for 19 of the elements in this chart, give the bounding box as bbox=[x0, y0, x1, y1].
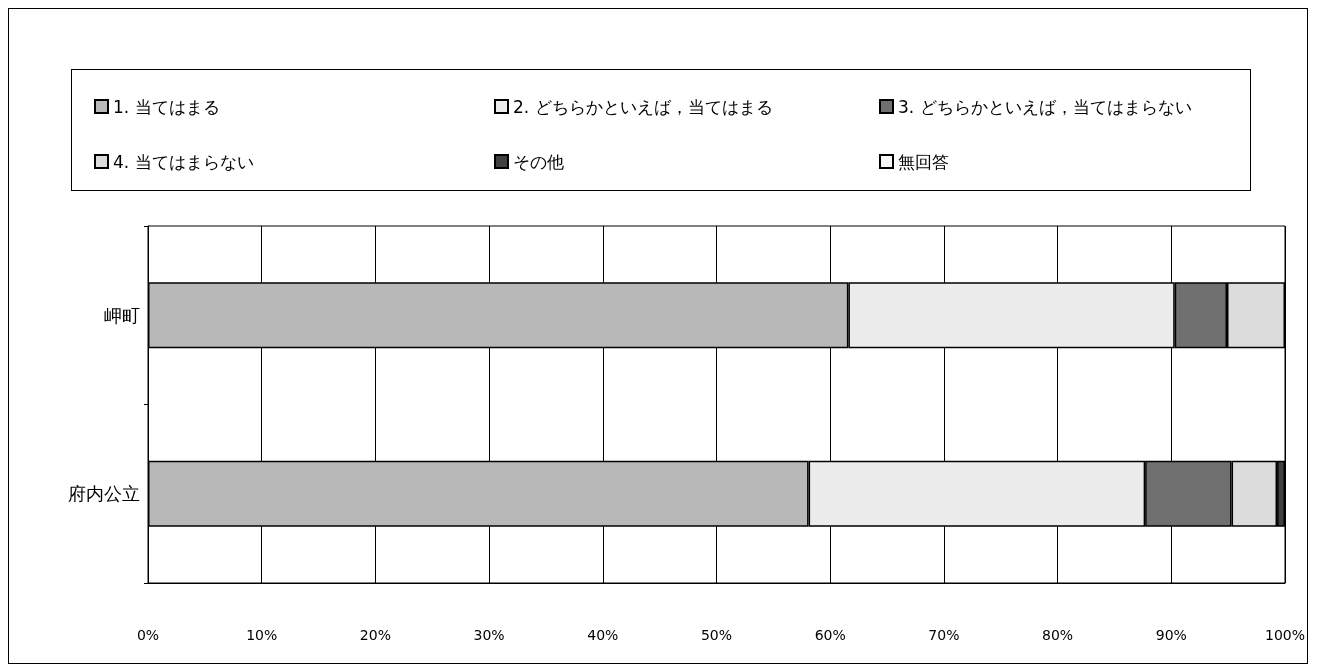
legend-label: 無回答 bbox=[898, 151, 949, 172]
legend-label: 4. 当てはまらない bbox=[113, 151, 254, 172]
x-tick-label: 100% bbox=[1264, 627, 1306, 643]
x-tick-label: 30% bbox=[473, 627, 505, 643]
x-tick-label: 10% bbox=[246, 627, 278, 643]
x-tick-label: 0% bbox=[136, 627, 160, 643]
x-tick-label: 40% bbox=[587, 627, 619, 643]
legend-label: 2. どちらかといえば，当てはまる bbox=[513, 96, 773, 117]
x-tick-label: 50% bbox=[700, 627, 733, 643]
x-tick-label: 80% bbox=[1042, 627, 1074, 643]
x-tick-label: 70% bbox=[928, 627, 960, 643]
legend-label: 3. どちらかといえば，当てはまらない bbox=[898, 96, 1192, 117]
y-tick-label: 岬町 bbox=[104, 304, 140, 326]
legend-label: 1. 当てはまる bbox=[113, 96, 220, 117]
y-tick-label: 府内公立 bbox=[68, 483, 140, 505]
x-tick-label: 20% bbox=[359, 627, 391, 643]
legend-label: その他 bbox=[513, 151, 564, 172]
x-tick-label: 90% bbox=[1155, 627, 1187, 643]
x-tick-label: 60% bbox=[814, 627, 846, 643]
